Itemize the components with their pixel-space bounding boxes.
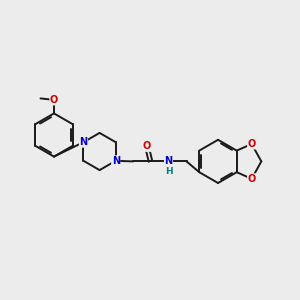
Text: O: O: [143, 141, 151, 152]
Text: O: O: [50, 95, 58, 105]
Text: O: O: [248, 139, 256, 149]
Text: N: N: [80, 137, 88, 147]
Text: O: O: [248, 174, 256, 184]
Text: N: N: [164, 156, 172, 167]
Text: H: H: [165, 167, 172, 176]
Text: N: N: [112, 156, 120, 166]
